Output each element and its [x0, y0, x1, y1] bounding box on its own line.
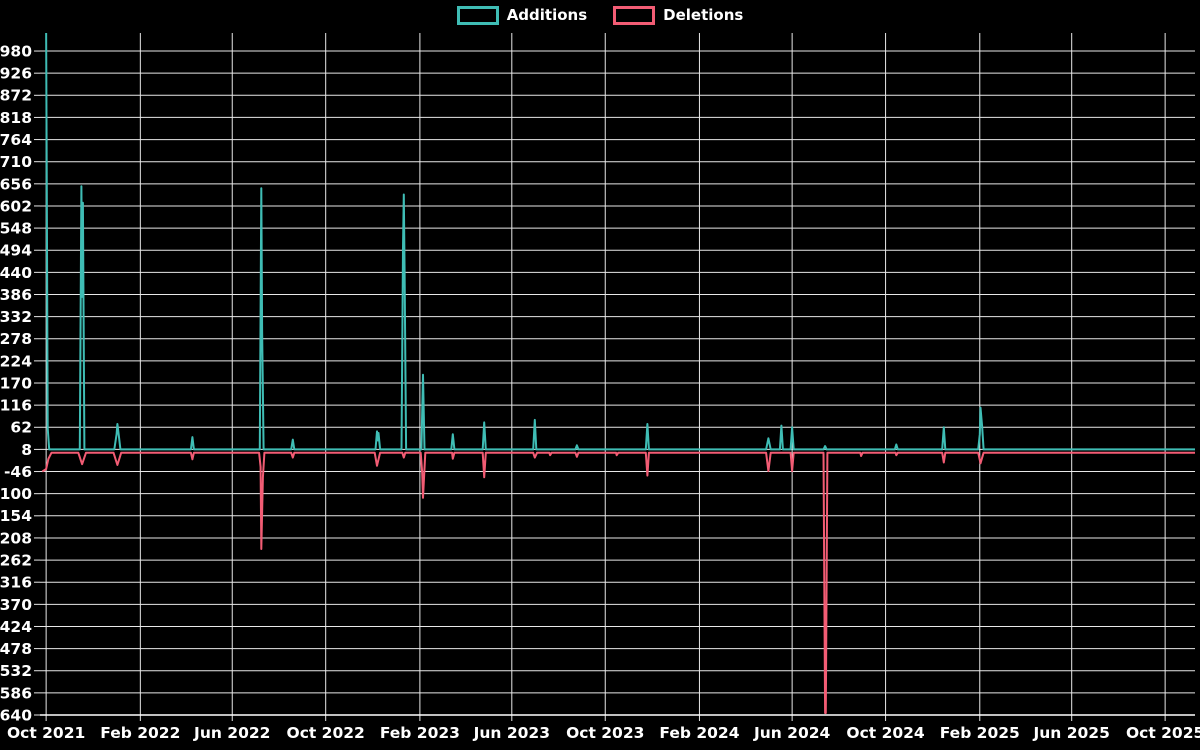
legend-label-additions: Additions — [506, 6, 588, 24]
y-tick-label: 764 — [0, 131, 32, 149]
legend-label-deletions: Deletions — [663, 6, 744, 24]
x-tick-label: Jun 2024 — [753, 724, 831, 742]
y-tick-label: -100 — [0, 485, 32, 503]
y-tick-label: -532 — [0, 662, 32, 680]
y-tick-label: -586 — [0, 684, 32, 702]
x-tick-label: Oct 2025 — [1126, 724, 1200, 742]
x-tick-label: Feb 2025 — [940, 724, 1020, 742]
x-tick-label: Jun 2023 — [473, 724, 550, 742]
y-tick-label: 602 — [0, 197, 32, 215]
y-tick-label: 656 — [0, 175, 32, 193]
x-tick-label: Oct 2022 — [287, 724, 365, 742]
additions-swatch-icon — [456, 6, 499, 25]
x-tick-label: Feb 2024 — [659, 724, 739, 742]
y-tick-label: 62 — [10, 419, 32, 437]
y-tick-label: -370 — [0, 596, 32, 614]
x-tick-label: Jun 2022 — [193, 724, 270, 742]
y-tick-label: 494 — [0, 242, 32, 260]
x-tick-label: Feb 2022 — [100, 724, 180, 742]
x-tick-label: Oct 2023 — [566, 724, 644, 742]
deletions-swatch-icon — [613, 6, 656, 25]
y-tick-label: -154 — [0, 507, 32, 525]
legend-item-additions[interactable]: Additions — [456, 6, 588, 25]
y-tick-label: 710 — [0, 153, 32, 171]
y-tick-label: -424 — [0, 618, 32, 636]
y-tick-label: -478 — [0, 640, 32, 658]
y-tick-label: -316 — [0, 574, 32, 592]
y-tick-label: 116 — [0, 397, 32, 415]
y-tick-label: -208 — [0, 529, 32, 547]
x-tick-label: Jun 2025 — [1033, 724, 1110, 742]
series-line-deletions — [41, 451, 1195, 714]
y-tick-label: -46 — [4, 463, 32, 481]
y-tick-label: 440 — [0, 264, 32, 282]
series-line-additions — [45, 33, 1195, 451]
y-tick-label: 278 — [0, 330, 32, 348]
y-tick-label: 224 — [0, 352, 32, 370]
y-tick-label: 386 — [0, 286, 32, 304]
x-tick-label: Oct 2024 — [846, 724, 925, 742]
x-tick-label: Oct 2021 — [7, 724, 85, 742]
y-tick-label: 926 — [0, 65, 32, 83]
y-tick-label: 872 — [0, 87, 32, 105]
y-tick-label: 980 — [0, 42, 32, 60]
y-tick-label: -262 — [0, 551, 32, 569]
x-tick-label: Feb 2023 — [380, 724, 460, 742]
y-tick-label: 818 — [0, 109, 32, 127]
y-tick-label: 548 — [0, 220, 32, 238]
y-tick-label: -640 — [0, 706, 32, 724]
chart-legend: Additions Deletions — [0, 6, 1200, 25]
y-tick-label: 170 — [0, 374, 32, 392]
legend-item-deletions[interactable]: Deletions — [613, 6, 743, 25]
y-tick-label: 332 — [0, 308, 32, 326]
y-tick-label: 8 — [21, 441, 32, 459]
